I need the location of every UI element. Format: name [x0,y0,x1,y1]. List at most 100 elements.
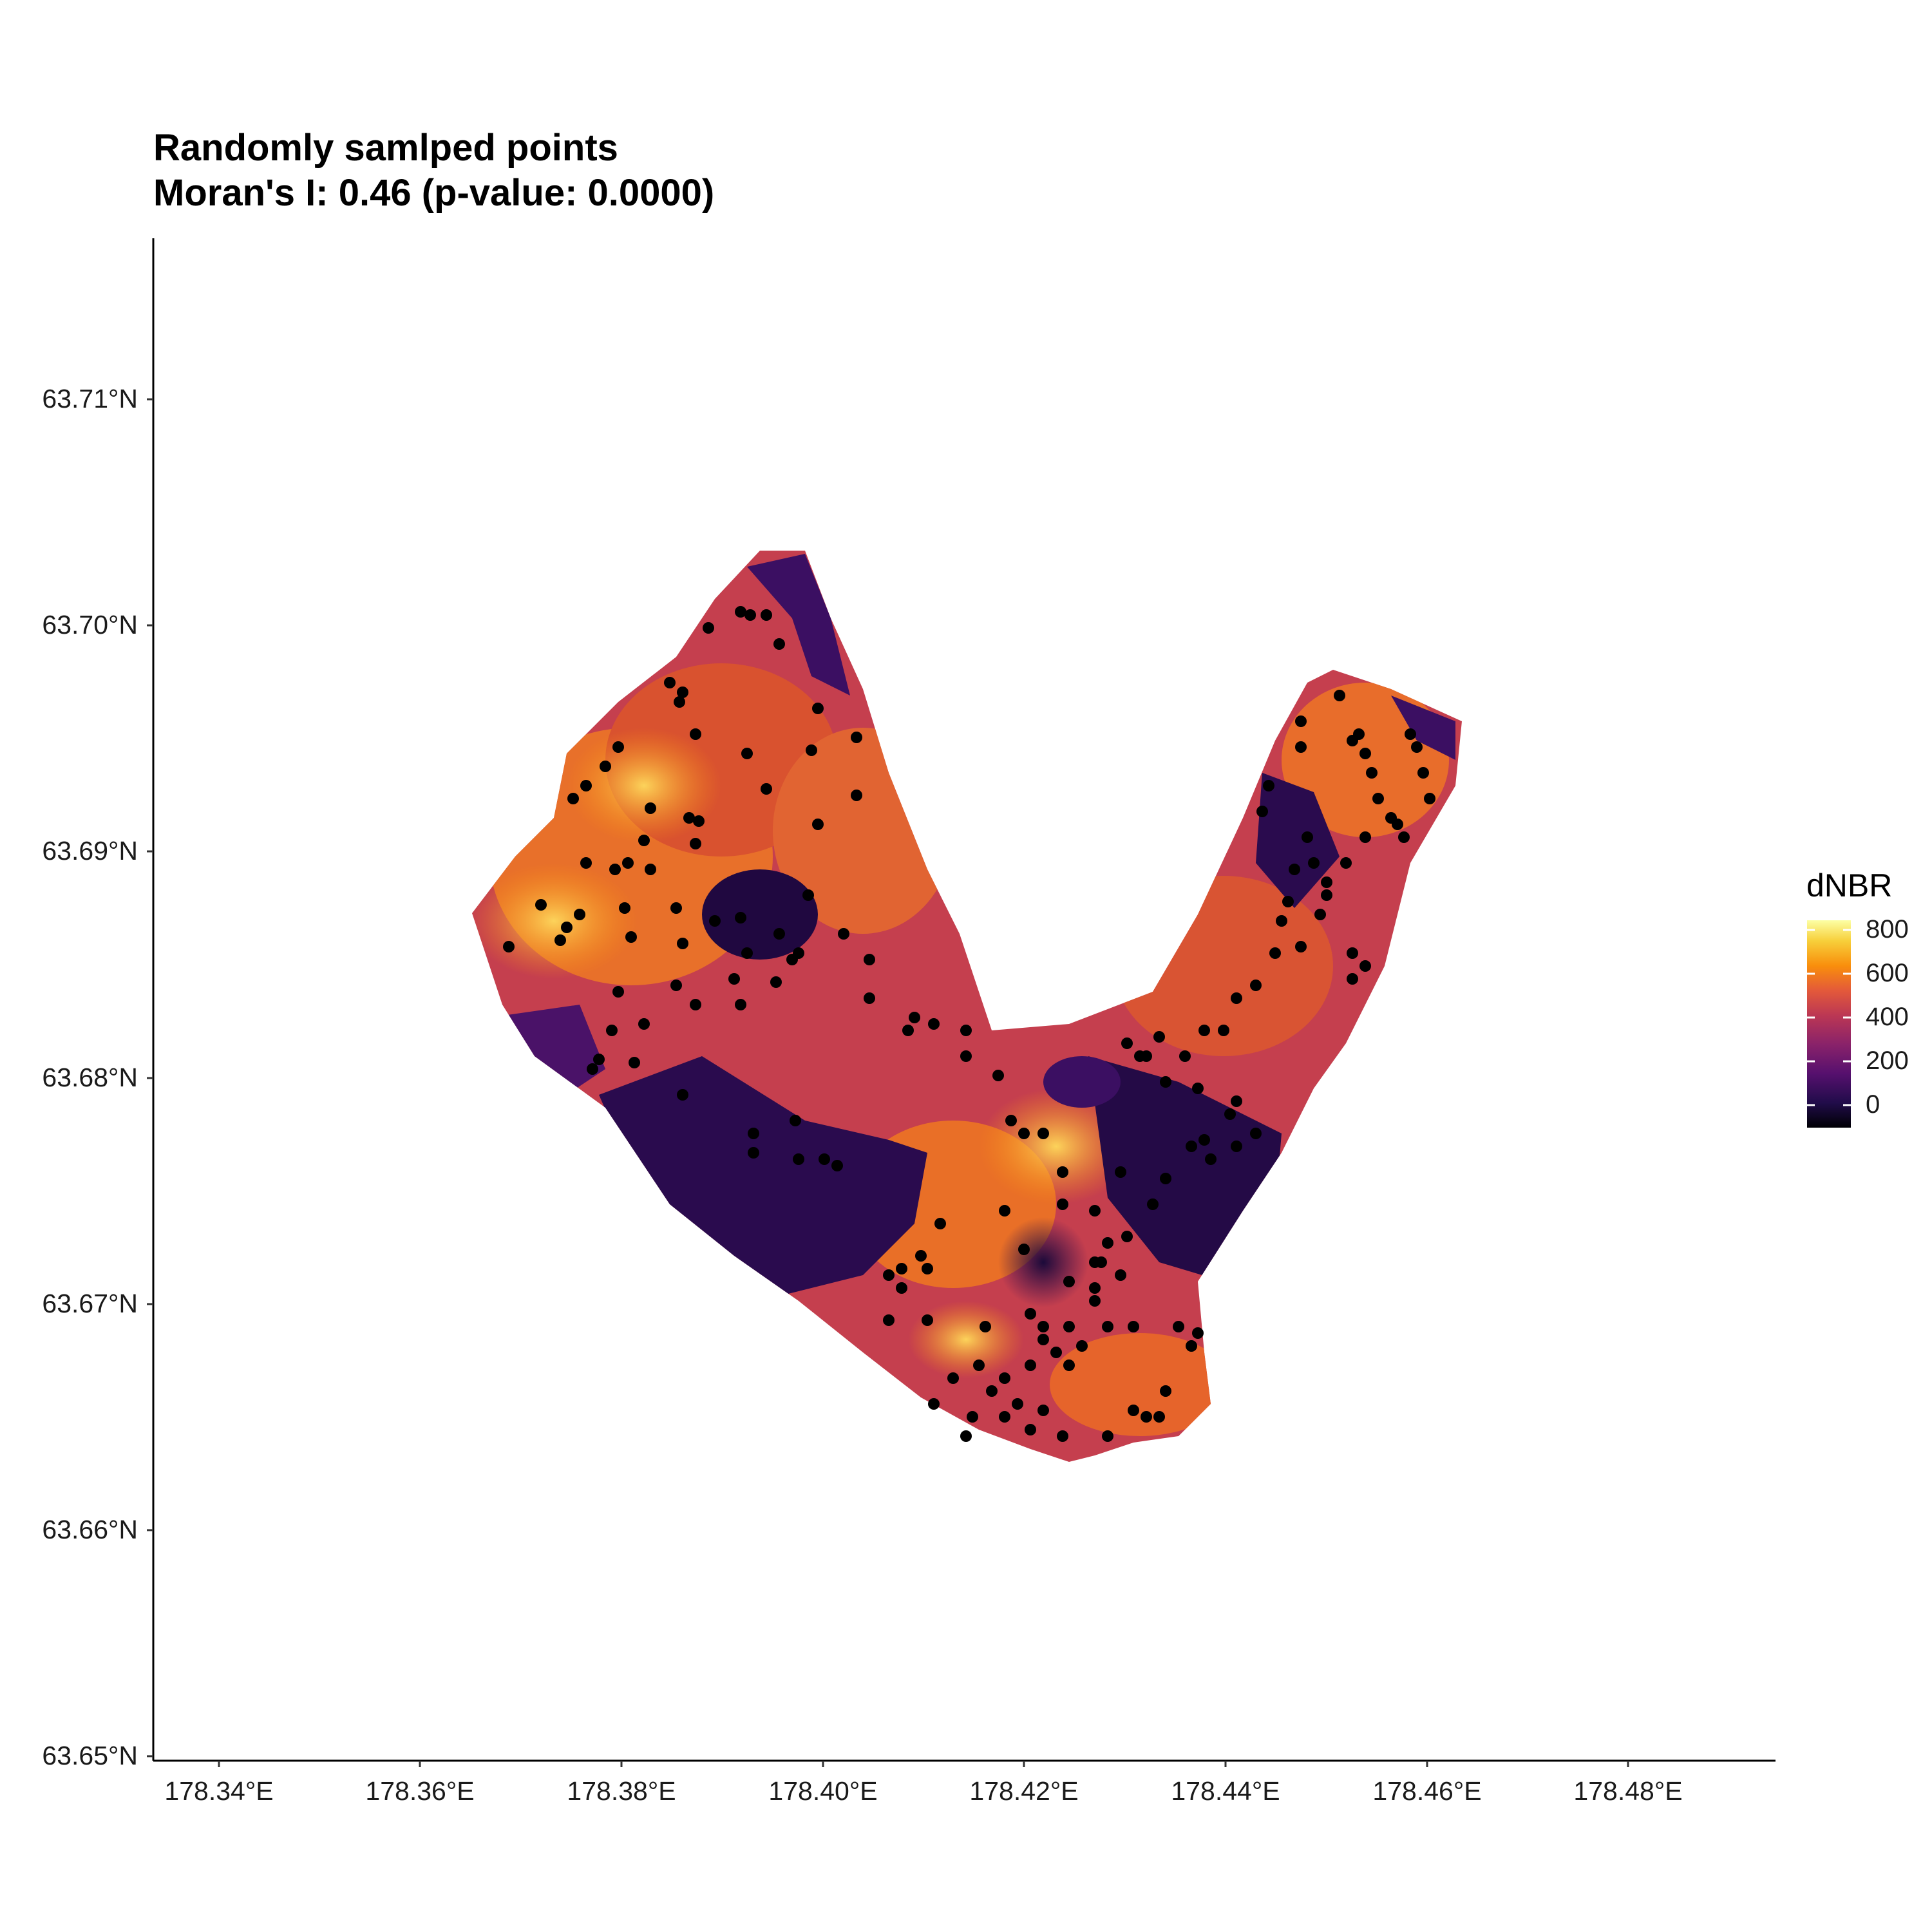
sample-point [1295,741,1307,753]
sample-point [1005,1115,1017,1126]
y-tick-label: 63.69°N [42,836,138,866]
sample-point [1128,1321,1139,1332]
sample-point [1063,1276,1075,1287]
sample-point [612,741,624,753]
sample-point [1231,1141,1242,1152]
sample-point [902,1025,914,1036]
sample-point [1302,831,1313,843]
sample-point [1057,1430,1068,1442]
sample-point [690,728,701,740]
sample-point [638,835,650,846]
sample-point [677,1089,688,1101]
sample-point [1102,1237,1113,1249]
sample-point [928,1398,940,1410]
sample-point [1050,1347,1062,1358]
sample-point [819,1153,830,1165]
sample-point [838,928,849,940]
sample-point [1263,780,1274,791]
sample-point [693,815,705,827]
sample-point [674,696,685,708]
y-tick-label: 63.66°N [42,1515,138,1544]
sample-point [1153,1411,1165,1423]
sample-point [1141,1411,1152,1423]
sample-point [1398,831,1410,843]
sample-point [967,1411,978,1423]
sample-point [1063,1321,1075,1332]
sample-point [1269,947,1281,959]
sample-point [690,999,701,1010]
sample-point [1205,1153,1217,1165]
sample-point [1018,1244,1030,1255]
sample-point [609,864,621,875]
sample-point [748,1128,759,1139]
sample-point [1334,690,1345,701]
sample-point [690,838,701,849]
sample-point [831,1160,843,1171]
x-tick-label: 178.48°E [1573,1776,1683,1806]
sample-point [1095,1256,1107,1268]
sample-point [619,902,630,914]
sample-point [1121,1037,1133,1049]
sample-point [1160,1076,1171,1088]
sample-point [1276,915,1287,927]
x-tick-label: 178.34°E [164,1776,274,1806]
sample-point [1037,1405,1049,1416]
sample-point [709,915,721,927]
sample-point [683,812,695,824]
sample-point [670,902,682,914]
x-tick-label: 178.42°E [969,1776,1079,1806]
sample-point [922,1263,933,1274]
sample-point [1186,1340,1197,1352]
sample-point [1359,748,1371,759]
sample-point [761,609,772,621]
sample-point [1037,1334,1049,1345]
sample-point [999,1372,1010,1384]
sample-point [1057,1198,1068,1210]
sample-point [735,912,746,923]
sample-point [1102,1430,1113,1442]
sample-point [1076,1340,1088,1352]
sample-point [1192,1083,1204,1094]
plot-title: Randomly samlped points [153,127,618,169]
sample-point [741,947,753,959]
sample-point [812,703,824,714]
sampled-points [503,606,1435,1442]
sample-point [600,761,611,772]
sample-point [1160,1173,1171,1184]
sample-point [1147,1198,1159,1210]
sample-point [1366,767,1378,779]
sample-point [1179,1050,1191,1062]
x-tick-label: 178.40°E [768,1776,878,1806]
y-tick-label: 63.68°N [42,1063,138,1092]
sample-point [741,748,753,759]
sample-point [851,732,862,743]
sample-point [574,909,585,920]
sample-point [670,980,682,991]
sample-point [1025,1359,1036,1371]
sample-point [1405,728,1416,740]
sample-point [629,1057,640,1068]
sample-point [1224,1108,1236,1120]
sample-point [587,1063,598,1075]
sample-point [896,1282,907,1294]
sample-point [1102,1321,1113,1332]
sample-point [947,1372,959,1384]
sample-point [735,999,746,1010]
sample-point [1250,1128,1262,1139]
sample-point [928,1018,940,1030]
sample-point [1372,793,1384,804]
sample-point [883,1314,895,1326]
sample-point [1231,1095,1242,1107]
sample-point [1089,1295,1101,1307]
sample-point [1198,1025,1210,1036]
x-tick-label: 178.36°E [365,1776,475,1806]
legend-label: 400 [1866,1003,1909,1031]
sample-point [806,744,817,756]
sample-point [773,638,785,650]
sample-point [1417,767,1429,779]
sample-point [554,934,566,946]
sample-point [622,857,634,869]
sample-point [728,973,740,985]
x-tick-label: 178.46°E [1372,1776,1482,1806]
